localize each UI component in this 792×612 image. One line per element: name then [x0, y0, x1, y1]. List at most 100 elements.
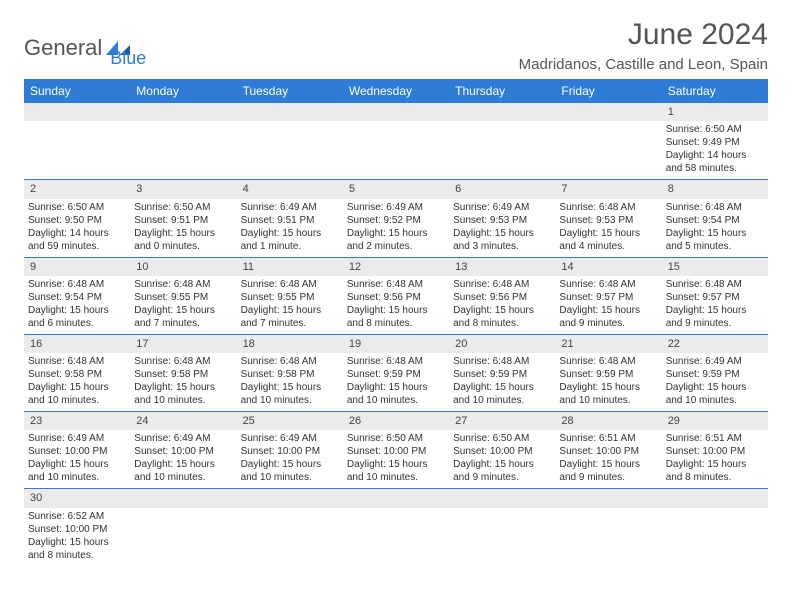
- day-number-cell: 28: [555, 412, 661, 431]
- day-info-cell: [449, 508, 555, 566]
- day-info-cell: Sunrise: 6:49 AMSunset: 9:52 PMDaylight:…: [343, 199, 449, 258]
- day-number-row: 9101112131415: [24, 257, 768, 276]
- daylight-line2: and 10 minutes.: [241, 394, 339, 407]
- day-number-row: 16171819202122: [24, 334, 768, 353]
- day-info-cell: Sunrise: 6:48 AMSunset: 9:57 PMDaylight:…: [662, 276, 768, 335]
- sunrise-text: Sunrise: 6:48 AM: [28, 355, 126, 368]
- sunrise-text: Sunrise: 6:48 AM: [241, 278, 339, 291]
- daylight-line2: and 8 minutes.: [28, 549, 126, 562]
- daylight-line1: Daylight: 15 hours: [666, 381, 764, 394]
- day-info-cell: Sunrise: 6:49 AMSunset: 10:00 PMDaylight…: [24, 430, 130, 489]
- day-info-cell: Sunrise: 6:49 AMSunset: 9:53 PMDaylight:…: [449, 199, 555, 258]
- day-info-cell: Sunrise: 6:50 AMSunset: 9:49 PMDaylight:…: [662, 121, 768, 180]
- sunrise-text: Sunrise: 6:48 AM: [134, 278, 232, 291]
- day-number-cell: 18: [237, 334, 343, 353]
- daylight-line2: and 4 minutes.: [559, 240, 657, 253]
- sunrise-text: Sunrise: 6:48 AM: [347, 278, 445, 291]
- sunset-text: Sunset: 9:59 PM: [666, 368, 764, 381]
- daylight-line2: and 8 minutes.: [347, 317, 445, 330]
- daylight-line1: Daylight: 15 hours: [453, 458, 551, 471]
- day-number-cell: [555, 489, 661, 508]
- daylight-line2: and 2 minutes.: [347, 240, 445, 253]
- day-info-cell: Sunrise: 6:48 AMSunset: 9:58 PMDaylight:…: [237, 353, 343, 412]
- sunrise-text: Sunrise: 6:49 AM: [347, 201, 445, 214]
- day-info-row: Sunrise: 6:50 AMSunset: 9:50 PMDaylight:…: [24, 199, 768, 258]
- daylight-line1: Daylight: 15 hours: [453, 304, 551, 317]
- sunrise-text: Sunrise: 6:49 AM: [241, 432, 339, 445]
- day-info-cell: [555, 121, 661, 180]
- day-info-cell: [130, 121, 236, 180]
- day-info-row: Sunrise: 6:49 AMSunset: 10:00 PMDaylight…: [24, 430, 768, 489]
- day-info-cell: Sunrise: 6:49 AMSunset: 9:51 PMDaylight:…: [237, 199, 343, 258]
- daylight-line2: and 5 minutes.: [666, 240, 764, 253]
- weekday-header: Wednesday: [343, 79, 449, 103]
- day-info-cell: Sunrise: 6:48 AMSunset: 9:59 PMDaylight:…: [449, 353, 555, 412]
- weekday-header: Sunday: [24, 79, 130, 103]
- sunset-text: Sunset: 10:00 PM: [28, 523, 126, 536]
- day-number-cell: [343, 489, 449, 508]
- day-info-row: Sunrise: 6:52 AMSunset: 10:00 PMDaylight…: [24, 508, 768, 566]
- daylight-line1: Daylight: 15 hours: [241, 458, 339, 471]
- daylight-line2: and 58 minutes.: [666, 162, 764, 175]
- day-info-row: Sunrise: 6:48 AMSunset: 9:54 PMDaylight:…: [24, 276, 768, 335]
- sunset-text: Sunset: 9:59 PM: [559, 368, 657, 381]
- sunrise-text: Sunrise: 6:49 AM: [134, 432, 232, 445]
- sunset-text: Sunset: 10:00 PM: [453, 445, 551, 458]
- daylight-line2: and 10 minutes.: [347, 471, 445, 484]
- sunrise-text: Sunrise: 6:48 AM: [666, 201, 764, 214]
- day-info-cell: Sunrise: 6:48 AMSunset: 9:58 PMDaylight:…: [24, 353, 130, 412]
- day-number-cell: [237, 489, 343, 508]
- daylight-line1: Daylight: 15 hours: [559, 304, 657, 317]
- daylight-line2: and 10 minutes.: [28, 471, 126, 484]
- sunset-text: Sunset: 9:53 PM: [453, 214, 551, 227]
- sunrise-text: Sunrise: 6:50 AM: [453, 432, 551, 445]
- day-info-cell: Sunrise: 6:48 AMSunset: 9:58 PMDaylight:…: [130, 353, 236, 412]
- sunrise-text: Sunrise: 6:48 AM: [559, 355, 657, 368]
- day-number-row: 30: [24, 489, 768, 508]
- daylight-line2: and 10 minutes.: [241, 471, 339, 484]
- day-info-cell: [449, 121, 555, 180]
- day-number-cell: [237, 103, 343, 121]
- day-info-cell: [662, 508, 768, 566]
- daylight-line2: and 10 minutes.: [347, 394, 445, 407]
- sunrise-text: Sunrise: 6:48 AM: [453, 278, 551, 291]
- day-info-cell: [130, 508, 236, 566]
- day-number-row: 1: [24, 103, 768, 121]
- day-info-cell: Sunrise: 6:48 AMSunset: 9:55 PMDaylight:…: [130, 276, 236, 335]
- daylight-line2: and 10 minutes.: [666, 394, 764, 407]
- sunrise-text: Sunrise: 6:51 AM: [666, 432, 764, 445]
- daylight-line2: and 8 minutes.: [666, 471, 764, 484]
- day-info-cell: Sunrise: 6:48 AMSunset: 9:55 PMDaylight:…: [237, 276, 343, 335]
- sunset-text: Sunset: 10:00 PM: [347, 445, 445, 458]
- day-info-cell: Sunrise: 6:48 AMSunset: 9:56 PMDaylight:…: [343, 276, 449, 335]
- day-info-cell: Sunrise: 6:48 AMSunset: 9:53 PMDaylight:…: [555, 199, 661, 258]
- day-info-cell: [237, 508, 343, 566]
- day-number-cell: 24: [130, 412, 236, 431]
- daylight-line1: Daylight: 15 hours: [28, 304, 126, 317]
- day-number-row: 23242526272829: [24, 412, 768, 431]
- sunrise-text: Sunrise: 6:49 AM: [28, 432, 126, 445]
- sunset-text: Sunset: 9:56 PM: [453, 291, 551, 304]
- day-info-cell: Sunrise: 6:48 AMSunset: 9:56 PMDaylight:…: [449, 276, 555, 335]
- sunrise-text: Sunrise: 6:51 AM: [559, 432, 657, 445]
- day-info-cell: Sunrise: 6:50 AMSunset: 10:00 PMDaylight…: [449, 430, 555, 489]
- sunset-text: Sunset: 9:51 PM: [134, 214, 232, 227]
- day-info-cell: Sunrise: 6:50 AMSunset: 9:51 PMDaylight:…: [130, 199, 236, 258]
- weekday-header-row: Sunday Monday Tuesday Wednesday Thursday…: [24, 79, 768, 103]
- sunset-text: Sunset: 9:58 PM: [241, 368, 339, 381]
- day-number-cell: 16: [24, 334, 130, 353]
- day-number-cell: 13: [449, 257, 555, 276]
- daylight-line1: Daylight: 15 hours: [453, 381, 551, 394]
- day-number-cell: 2: [24, 180, 130, 199]
- day-number-cell: [130, 489, 236, 508]
- daylight-line1: Daylight: 14 hours: [28, 227, 126, 240]
- daylight-line1: Daylight: 15 hours: [559, 381, 657, 394]
- sunset-text: Sunset: 9:51 PM: [241, 214, 339, 227]
- sunset-text: Sunset: 9:54 PM: [28, 291, 126, 304]
- day-info-cell: Sunrise: 6:48 AMSunset: 9:54 PMDaylight:…: [662, 199, 768, 258]
- day-info-cell: Sunrise: 6:48 AMSunset: 9:57 PMDaylight:…: [555, 276, 661, 335]
- daylight-line1: Daylight: 15 hours: [241, 304, 339, 317]
- day-number-cell: [343, 103, 449, 121]
- daylight-line1: Daylight: 15 hours: [28, 536, 126, 549]
- day-number-cell: 30: [24, 489, 130, 508]
